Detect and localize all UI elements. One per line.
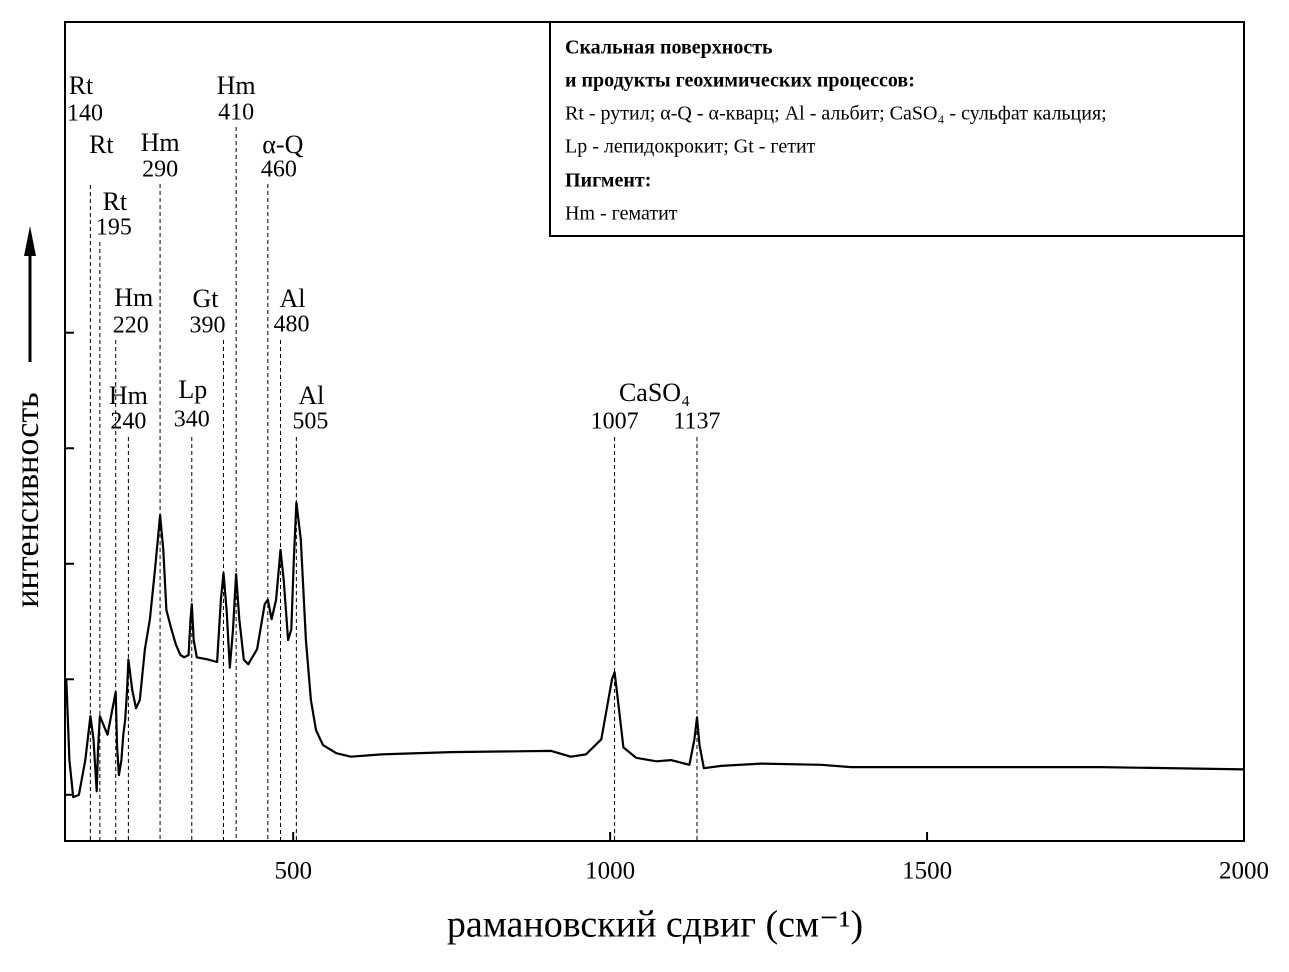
peak-label: Hm [141, 128, 180, 157]
x-tick-label: 2000 [1219, 858, 1269, 885]
x-tick-label: 1500 [902, 858, 952, 885]
legend-line: Lp - лепидокрокит; Gt - гетит [565, 136, 816, 158]
peak-label: Rt [89, 130, 114, 159]
peak-label: Rt [69, 71, 94, 100]
peak-label: α-Q [262, 130, 303, 159]
peak-value: 390 [189, 313, 225, 339]
y-axis-arrowhead [24, 226, 36, 256]
peak-value: 460 [261, 157, 297, 183]
legend-line: Rt - рутил; α-Q - α-кварц; Al - альбит; … [565, 103, 1107, 125]
peak-label: Rt [103, 187, 128, 216]
legend-title: и продукты геохимических процессов: [565, 70, 915, 92]
peak-label: Al [280, 284, 306, 313]
marks: 500 1000 1500 2000Rt140RtRt195Hm220Hm240Hm2… [64, 71, 1269, 885]
peak-label: Hm [217, 71, 256, 100]
peak-value: 410 [218, 100, 254, 126]
peak-label: Hm [109, 381, 148, 410]
legend-title: Пигмент: [565, 170, 651, 192]
peak-value: 1137 [673, 409, 720, 435]
peak-value: 505 [292, 409, 328, 435]
peak-value: 480 [274, 312, 310, 338]
peak-value: 195 [96, 215, 132, 241]
legend-line: Hm - гематит [565, 203, 678, 225]
legend-title: Скальная поверхность [565, 37, 773, 59]
x-tick-label: 500 [274, 858, 312, 885]
y-axis-title: интенсивность [9, 392, 46, 607]
x-axis-title: рамановский сдвиг (см⁻¹) [447, 904, 863, 946]
peak-value: 240 [110, 409, 146, 435]
peak-value: 220 [113, 313, 149, 339]
peak-label: Hm [114, 283, 153, 312]
legend-box [549, 21, 1245, 237]
peak-value: 140 [67, 101, 103, 127]
peak-value: 340 [174, 407, 210, 433]
peak-label: Lp [178, 375, 207, 404]
peak-label: Gt [192, 284, 219, 313]
peak-label: Al [298, 381, 324, 410]
peak-value: 1007 [591, 409, 639, 435]
peak-value: 290 [142, 157, 178, 183]
spectrum-line [65, 501, 1245, 799]
x-tick-label: 1000 [585, 858, 635, 885]
peak-label: CaSO₄ [619, 378, 690, 407]
